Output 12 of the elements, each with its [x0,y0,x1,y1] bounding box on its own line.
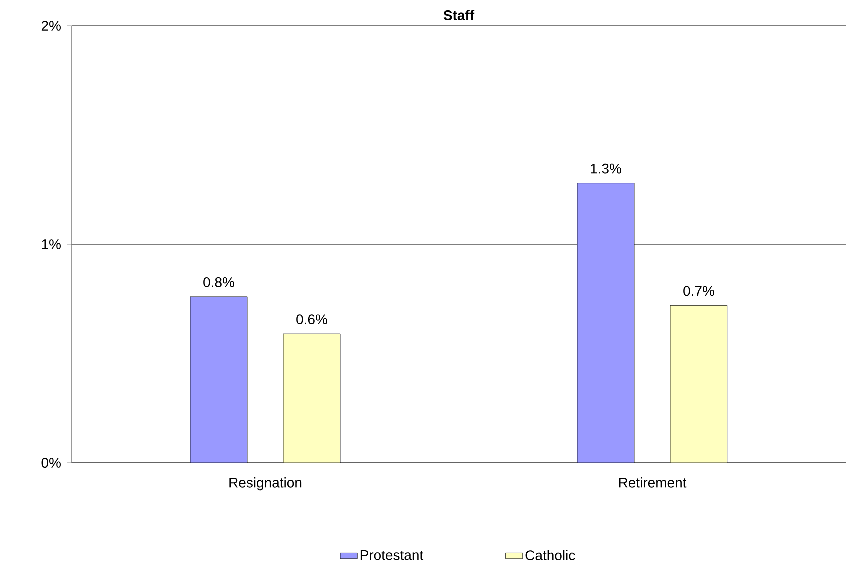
legend-label: Catholic [526,550,576,561]
data-label: 1.3% [591,164,622,174]
y-tick-label: 0% [42,458,61,468]
chart-title: Staff [444,10,475,20]
data-label: 0.7% [684,286,714,296]
x-tick-label: Retirement [619,478,687,488]
y-tick-label: 1% [42,240,61,250]
data-label: 0.8% [204,277,234,288]
data-label: 0.6% [296,314,328,325]
x-tick-label: Resignation [230,478,302,491]
legend-label: Protestant [360,550,424,560]
y-tick-label: 2% [42,21,61,31]
